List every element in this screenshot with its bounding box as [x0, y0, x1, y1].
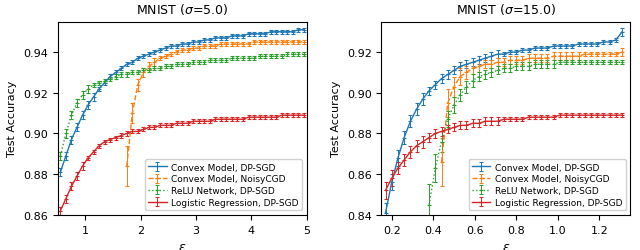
- Legend: Convex Model, DP-SGD, Convex Model, NoisyCGD, ReLU Network, DP-SGD, Logistic Reg: Convex Model, DP-SGD, Convex Model, Nois…: [145, 159, 302, 210]
- Title: MNIST ($\sigma$=15.0): MNIST ($\sigma$=15.0): [456, 2, 556, 17]
- X-axis label: $\varepsilon$: $\varepsilon$: [178, 240, 186, 250]
- Legend: Convex Model, DP-SGD, Convex Model, NoisyCGD, ReLU Network, DP-SGD, Logistic Reg: Convex Model, DP-SGD, Convex Model, Nois…: [468, 159, 626, 210]
- Y-axis label: Test Accuracy: Test Accuracy: [8, 81, 17, 157]
- Title: MNIST ($\sigma$=5.0): MNIST ($\sigma$=5.0): [136, 2, 228, 17]
- Y-axis label: Test Accuracy: Test Accuracy: [332, 81, 341, 157]
- X-axis label: $\varepsilon$: $\varepsilon$: [502, 240, 510, 250]
